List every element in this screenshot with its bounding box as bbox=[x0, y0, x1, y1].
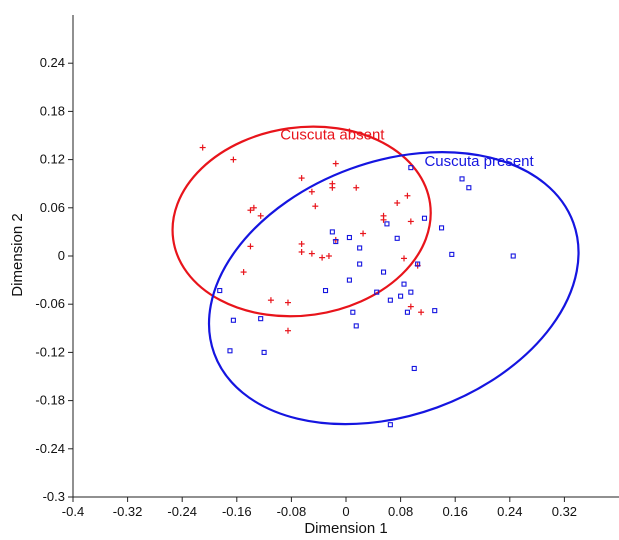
y-tick-label: 0.06 bbox=[40, 200, 65, 215]
point-cuscuta-absent bbox=[298, 175, 305, 182]
point-cuscuta-absent bbox=[394, 199, 401, 206]
y-tick-label: -0.24 bbox=[35, 441, 65, 456]
point-cuscuta-absent bbox=[332, 160, 339, 167]
y-tick-label: 0.12 bbox=[40, 152, 65, 167]
x-axis-title: Dimension 1 bbox=[304, 520, 387, 537]
x-tick-label: -0.32 bbox=[113, 504, 143, 519]
point-cuscuta-absent bbox=[380, 212, 387, 219]
x-tick-label: 0 bbox=[342, 504, 349, 519]
point-cuscuta-present bbox=[353, 323, 359, 329]
x-tick-label: -0.24 bbox=[167, 504, 197, 519]
y-tick-label: -0.06 bbox=[35, 296, 65, 311]
point-cuscuta-absent bbox=[319, 254, 326, 261]
point-cuscuta-present bbox=[449, 251, 455, 257]
point-cuscuta-present bbox=[510, 253, 516, 259]
point-cuscuta-absent bbox=[312, 203, 319, 210]
point-cuscuta-absent bbox=[240, 269, 247, 276]
point-cuscuta-present bbox=[408, 165, 414, 171]
point-cuscuta-present bbox=[374, 289, 380, 295]
group-label-1: Cuscuta present bbox=[424, 153, 534, 170]
point-cuscuta-present bbox=[217, 287, 223, 294]
y-axis-title: Dimension 2 bbox=[9, 213, 26, 296]
point-cuscuta-absent bbox=[250, 204, 257, 211]
point-cuscuta-present bbox=[333, 238, 339, 245]
point-cuscuta-absent bbox=[418, 309, 425, 316]
point-cuscuta-absent bbox=[247, 207, 254, 214]
point-cuscuta-present bbox=[432, 308, 438, 314]
point-cuscuta-present bbox=[387, 297, 393, 303]
y-tick-label: -0.3 bbox=[43, 489, 65, 504]
point-cuscuta-absent bbox=[199, 144, 206, 151]
point-cuscuta-present bbox=[398, 293, 404, 299]
data-points bbox=[199, 144, 516, 428]
point-cuscuta-present bbox=[357, 245, 363, 251]
point-cuscuta-present bbox=[438, 225, 445, 231]
point-cuscuta-absent bbox=[308, 250, 315, 257]
point-cuscuta-present bbox=[227, 348, 233, 354]
y-tick-label: 0.24 bbox=[40, 55, 65, 70]
point-cuscuta-absent bbox=[325, 253, 332, 259]
point-cuscuta-present bbox=[261, 349, 267, 355]
point-cuscuta-absent bbox=[404, 192, 411, 199]
point-cuscuta-absent bbox=[257, 212, 264, 219]
group-labels: Cuscuta absent Cuscuta present bbox=[280, 127, 534, 171]
y-tick-label: -0.12 bbox=[35, 344, 65, 359]
point-cuscuta-absent bbox=[308, 188, 315, 195]
point-cuscuta-present bbox=[346, 234, 352, 241]
point-cuscuta-present bbox=[466, 185, 472, 191]
x-tick-label: -0.08 bbox=[277, 504, 307, 519]
point-cuscuta-absent bbox=[284, 327, 291, 334]
axes: -0.4 -0.32 -0.24 -0.16 -0.08 0 0.08 0.16 0.24 0.3… bbox=[35, 15, 619, 519]
y-tick-label: -0.18 bbox=[35, 393, 65, 408]
point-cuscuta-present bbox=[421, 215, 428, 221]
point-cuscuta-absent bbox=[230, 156, 237, 163]
point-cuscuta-absent bbox=[267, 297, 274, 304]
point-cuscuta-absent bbox=[407, 218, 414, 225]
point-cuscuta-present bbox=[346, 277, 352, 283]
point-cuscuta-present bbox=[459, 176, 465, 182]
group-label-0: Cuscuta absent bbox=[280, 127, 385, 144]
point-cuscuta-present bbox=[350, 309, 356, 315]
point-cuscuta-present bbox=[394, 235, 400, 241]
point-cuscuta-present bbox=[404, 309, 410, 315]
point-cuscuta-present bbox=[230, 317, 236, 323]
point-cuscuta-absent bbox=[360, 230, 367, 237]
point-cuscuta-absent bbox=[284, 299, 291, 306]
x-tick-label: 0.24 bbox=[497, 504, 522, 519]
point-cuscuta-present bbox=[387, 422, 393, 428]
point-cuscuta-present bbox=[408, 289, 414, 295]
group-ellipses bbox=[171, 125, 580, 426]
point-cuscuta-absent bbox=[329, 184, 336, 191]
point-cuscuta-present bbox=[411, 365, 417, 372]
ellipse-series-0 bbox=[171, 125, 432, 318]
x-tick-label: 0.32 bbox=[552, 504, 577, 519]
x-tick-label: 0.08 bbox=[388, 504, 413, 519]
point-cuscuta-present bbox=[380, 269, 387, 275]
point-cuscuta-absent bbox=[353, 184, 360, 191]
point-cuscuta-present bbox=[401, 281, 407, 287]
ellipse-series-1 bbox=[207, 151, 580, 426]
point-cuscuta-absent bbox=[407, 303, 414, 310]
point-cuscuta-present bbox=[322, 287, 329, 294]
point-cuscuta-absent bbox=[298, 240, 305, 247]
y-tick-label: 0 bbox=[58, 248, 65, 263]
point-cuscuta-absent bbox=[298, 248, 305, 255]
point-cuscuta-absent bbox=[247, 243, 254, 250]
x-tick-label: 0.16 bbox=[443, 504, 468, 519]
x-tick-label: -0.16 bbox=[222, 504, 252, 519]
point-cuscuta-present bbox=[258, 316, 264, 322]
x-tick-label: -0.4 bbox=[62, 504, 84, 519]
point-cuscuta-absent bbox=[401, 255, 408, 262]
point-cuscuta-present bbox=[384, 221, 390, 227]
point-cuscuta-present bbox=[329, 229, 335, 235]
point-cuscuta-present bbox=[415, 261, 421, 267]
y-tick-label: 0.18 bbox=[40, 103, 65, 118]
point-cuscuta-present bbox=[357, 261, 363, 267]
